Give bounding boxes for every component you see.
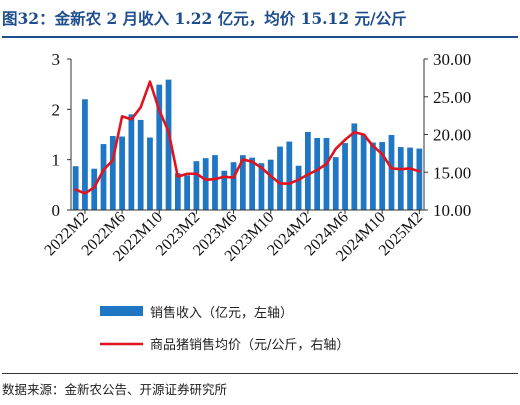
- revenue-bar: [407, 147, 413, 210]
- revenue-bar: [267, 159, 274, 210]
- revenue-bar: [305, 131, 311, 210]
- price-line: [74, 80, 421, 195]
- revenue-bar: [147, 137, 153, 210]
- revenue-bar: [397, 147, 404, 210]
- right-tick-label: 30.00: [433, 50, 471, 69]
- revenue-bar: [277, 146, 283, 210]
- revenue-bar: [239, 155, 246, 210]
- revenue-bar: [370, 142, 376, 210]
- revenue-bar: [379, 142, 386, 210]
- chart-title: 图32：金新农 2 月收入 1.22 亿元，均价 15.12 元/公斤: [2, 9, 407, 28]
- right-tick-label: 15.00: [433, 163, 471, 182]
- revenue-bar: [314, 138, 321, 210]
- plot-area: 012310.0015.0020.0025.0030.002022M22022M…: [41, 50, 471, 265]
- revenue-bar: [91, 168, 98, 210]
- left-tick-label: 2: [52, 100, 61, 119]
- revenue-bar: [165, 79, 172, 210]
- revenue-bar: [416, 148, 423, 210]
- revenue-bar: [351, 123, 358, 210]
- revenue-bar: [212, 155, 218, 210]
- legend-line-label: 商品猪销售均价（元/公斤，右轴）: [150, 337, 349, 353]
- revenue-bar: [202, 158, 209, 210]
- revenue-bar: [100, 144, 107, 210]
- revenue-bar: [249, 157, 256, 210]
- revenue-bar: [119, 136, 125, 210]
- revenue-bar: [230, 162, 237, 210]
- revenue-bar: [323, 138, 330, 210]
- revenue-bar: [156, 84, 163, 210]
- revenue-bar: [342, 143, 348, 210]
- revenue-bar: [193, 161, 200, 210]
- revenue-bar: [184, 175, 190, 210]
- title-rule: [2, 36, 518, 38]
- revenue-bar: [295, 165, 302, 210]
- revenue-bar: [128, 114, 135, 210]
- legend-bar-swatch: [100, 306, 143, 316]
- left-tick-label: 0: [52, 201, 61, 220]
- revenue-bar: [221, 170, 228, 210]
- chart-svg: 012310.0015.0020.0025.0030.002022M22022M…: [41, 50, 471, 353]
- left-tick-label: 3: [52, 50, 61, 69]
- right-tick-label: 20.00: [433, 126, 471, 145]
- revenue-bar: [286, 141, 293, 210]
- revenue-bar: [332, 157, 339, 210]
- revenue-bar: [137, 119, 144, 210]
- legend: 销售收入（亿元，左轴） 商品猪销售均价（元/公斤，右轴）: [100, 305, 349, 353]
- right-tick-label: 25.00: [433, 88, 471, 107]
- source-rule: [2, 373, 518, 374]
- revenue-bar: [109, 136, 116, 210]
- revenue-bar: [388, 135, 395, 210]
- source-note: 数据来源：金新农公告、开源证券研究所: [2, 382, 228, 397]
- revenue-bar: [72, 166, 79, 210]
- right-tick-label: 10.00: [433, 201, 471, 220]
- revenue-bar: [360, 134, 367, 210]
- left-tick-label: 1: [52, 151, 61, 170]
- revenue-bar: [174, 173, 181, 210]
- revenue-bar: [258, 163, 265, 210]
- revenue-bar: [82, 99, 88, 210]
- legend-bar-label: 销售收入（亿元，左轴）: [150, 305, 293, 321]
